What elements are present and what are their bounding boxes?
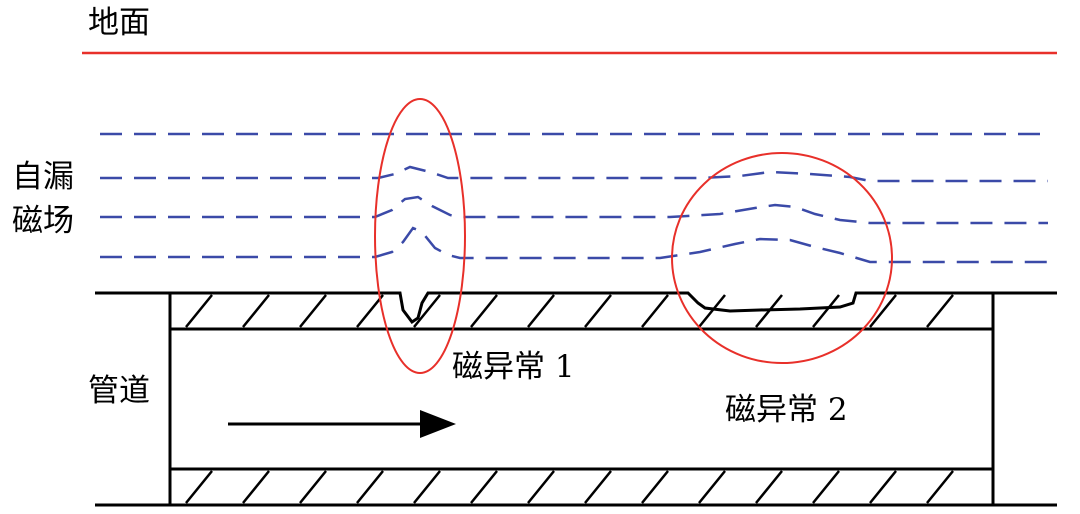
hatch-line: [812, 294, 840, 328]
hatch-line: [641, 294, 669, 328]
field-line-3: [100, 195, 1048, 225]
hatch-line: [698, 470, 726, 504]
flow-arrow-head: [420, 410, 456, 438]
hatch-line: [527, 470, 555, 504]
anomaly-2-outline: [671, 152, 893, 364]
anomaly-1-outline: [374, 98, 466, 374]
hatch-line: [185, 294, 213, 328]
ground-label: 地面: [88, 5, 150, 41]
pipe-bottom-hatching: [185, 470, 954, 504]
hatch-line: [641, 470, 669, 504]
hatch-line: [926, 470, 954, 504]
pipe-top-hatching: [185, 294, 954, 328]
hatch-line: [755, 470, 783, 504]
hatch-line: [356, 470, 384, 504]
self-leakage-field-label-line2: 磁场: [12, 203, 74, 239]
hatch-line: [470, 470, 498, 504]
field-line-2: [100, 165, 1048, 183]
hatch-line: [584, 470, 612, 504]
hatch-line: [584, 294, 612, 328]
hatch-line: [299, 470, 327, 504]
field-line-4: [100, 226, 1048, 264]
hatch-line: [470, 294, 498, 328]
hatch-line: [356, 294, 384, 328]
hatch-line: [242, 470, 270, 504]
hatch-line: [413, 294, 441, 328]
hatch-line: [242, 294, 270, 328]
hatch-line: [698, 294, 726, 328]
hatch-line: [869, 470, 897, 504]
hatch-line: [185, 470, 213, 504]
anomaly-1-label: 磁异常 1: [452, 349, 575, 385]
hatch-line: [299, 294, 327, 328]
anomaly-2-label: 磁异常 2: [725, 392, 848, 428]
hatch-line: [755, 294, 783, 328]
pipe-top-wall-outer: [95, 291, 1057, 325]
pipe-label: 管道: [88, 373, 150, 409]
hatch-line: [926, 294, 954, 328]
self-leakage-field-label-line1: 自漏: [12, 159, 74, 195]
pipe: [95, 291, 1057, 507]
flow-arrow: [228, 410, 456, 438]
hatch-line: [812, 470, 840, 504]
field-lines: [100, 132, 1048, 264]
hatch-line: [527, 294, 555, 328]
hatch-line: [869, 294, 897, 328]
hatch-line: [413, 470, 441, 504]
